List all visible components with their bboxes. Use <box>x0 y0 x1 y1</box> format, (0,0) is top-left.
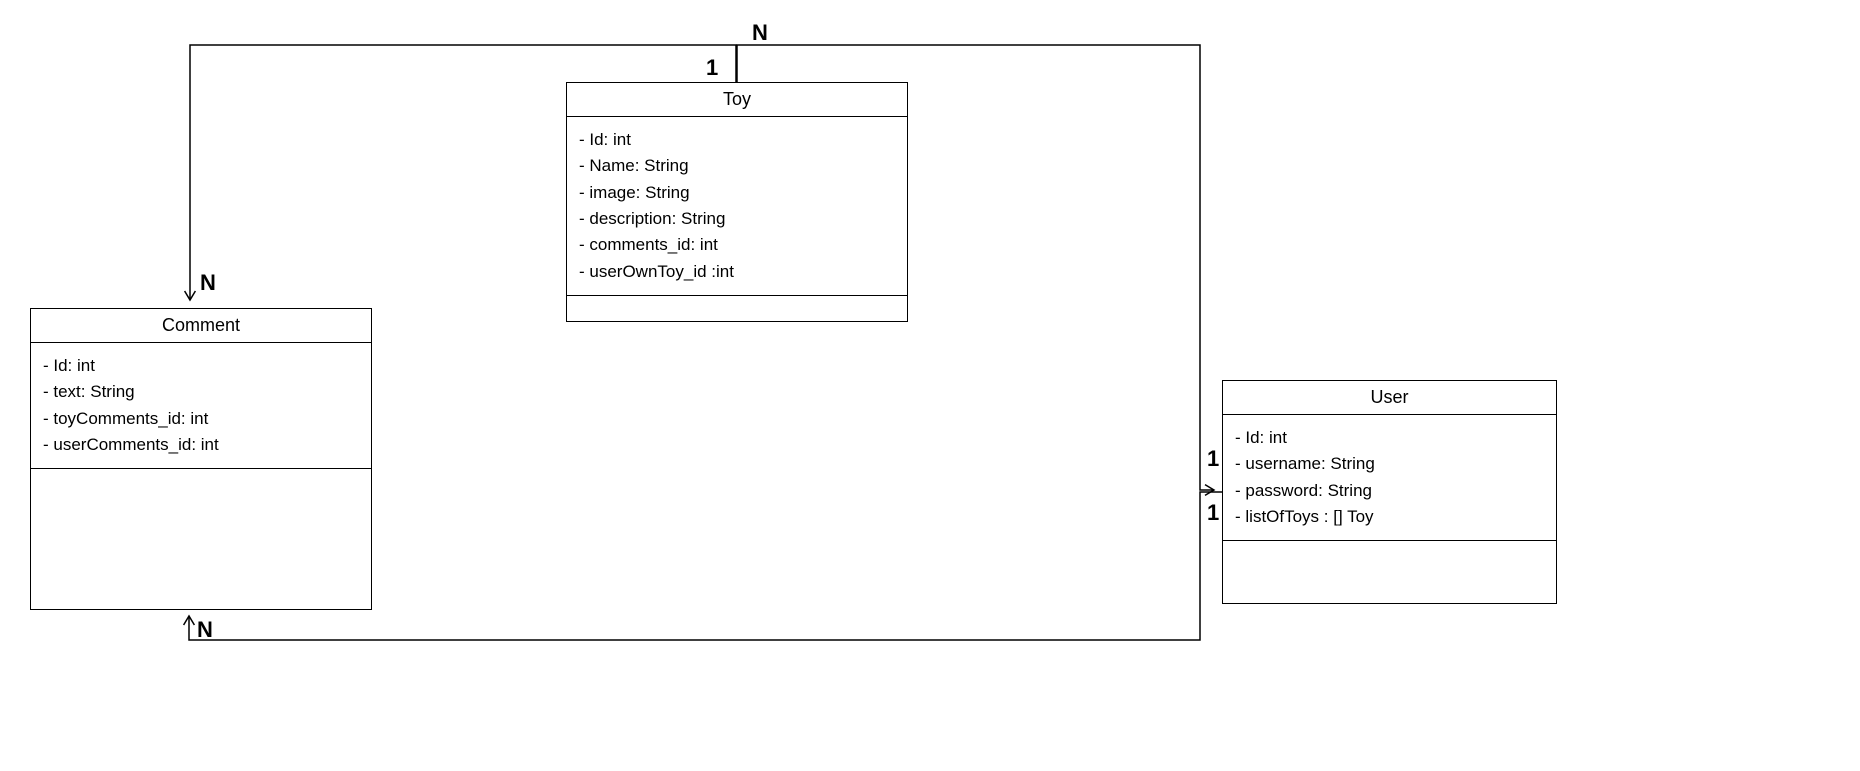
arrowhead-icon <box>1205 485 1214 496</box>
class-box-comment: Comment - Id: int - text: String - toyCo… <box>30 308 372 610</box>
class-methods-user <box>1223 541 1556 603</box>
attr-line: - toyComments_id: int <box>43 406 359 432</box>
mult-label-1: 1 <box>706 55 718 81</box>
class-methods-toy <box>567 296 907 326</box>
class-title-comment: Comment <box>31 309 371 343</box>
attr-line: - userComments_id: int <box>43 432 359 458</box>
class-attrs-comment: - Id: int - text: String - toyComments_i… <box>31 343 371 469</box>
attr-line: - Id: int <box>43 353 359 379</box>
attr-line: - description: String <box>579 206 895 232</box>
class-box-user: User - Id: int - username: String - pass… <box>1222 380 1557 604</box>
attr-line: - text: String <box>43 379 359 405</box>
attr-line: - Name: String <box>579 153 895 179</box>
mult-label-1: 1 <box>1207 500 1219 526</box>
arrowhead-icon <box>185 291 196 300</box>
class-box-toy: Toy - Id: int - Name: String - image: St… <box>566 82 908 322</box>
attr-line: - image: String <box>579 180 895 206</box>
attr-line: - comments_id: int <box>579 232 895 258</box>
attr-line: - listOfToys : [] Toy <box>1235 504 1544 530</box>
arrowhead-icon <box>184 616 195 625</box>
class-title-toy: Toy <box>567 83 907 117</box>
attr-line: - userOwnToy_id :int <box>579 259 895 285</box>
class-methods-comment <box>31 469 371 609</box>
attr-line: - Id: int <box>579 127 895 153</box>
attr-line: - password: String <box>1235 478 1544 504</box>
mult-label-1: 1 <box>1207 446 1219 472</box>
mult-label-n: N <box>200 270 216 296</box>
class-title-user: User <box>1223 381 1556 415</box>
mult-label-n: N <box>752 20 768 46</box>
attr-line: - Id: int <box>1235 425 1544 451</box>
class-attrs-user: - Id: int - username: String - password:… <box>1223 415 1556 541</box>
mult-label-n: N <box>197 617 213 643</box>
attr-line: - username: String <box>1235 451 1544 477</box>
class-attrs-toy: - Id: int - Name: String - image: String… <box>567 117 907 296</box>
